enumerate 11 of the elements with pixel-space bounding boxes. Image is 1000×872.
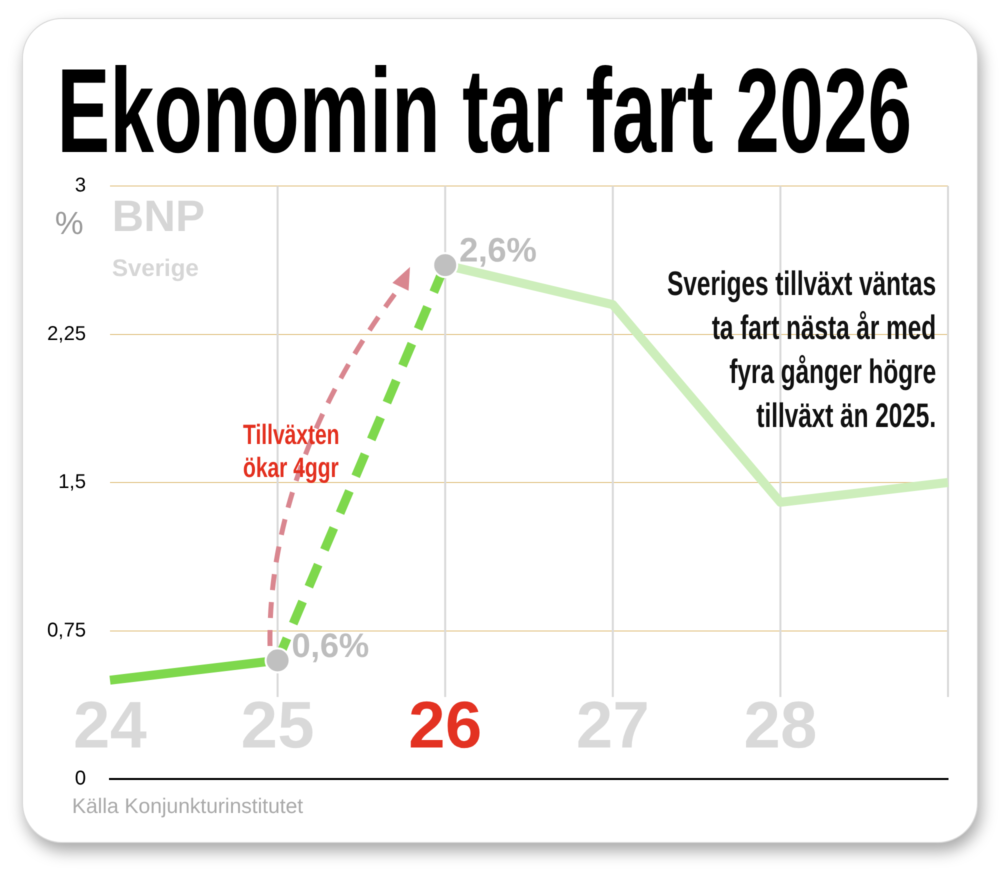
text: Källa Konjunkturinstitutet xyxy=(72,794,304,820)
data-label: 2,6% xyxy=(459,231,537,270)
annotation: Tillväxten ökar 4ggr xyxy=(243,418,340,484)
y-tick-label: 0,75 xyxy=(47,619,86,642)
y-tick-label: 0 xyxy=(74,768,86,790)
y-axis-title: % xyxy=(55,205,84,241)
annotation: Sveriges tillväxt väntas ta fart nästa år med fyra gånger högre tillväxt än 2025. xyxy=(667,264,936,437)
data-label: 0,6% xyxy=(292,626,370,665)
x-tick-label: 26 xyxy=(408,688,482,762)
y-tick-label: 1,5 xyxy=(58,471,86,494)
y-tick-label: 2,25 xyxy=(47,322,86,345)
